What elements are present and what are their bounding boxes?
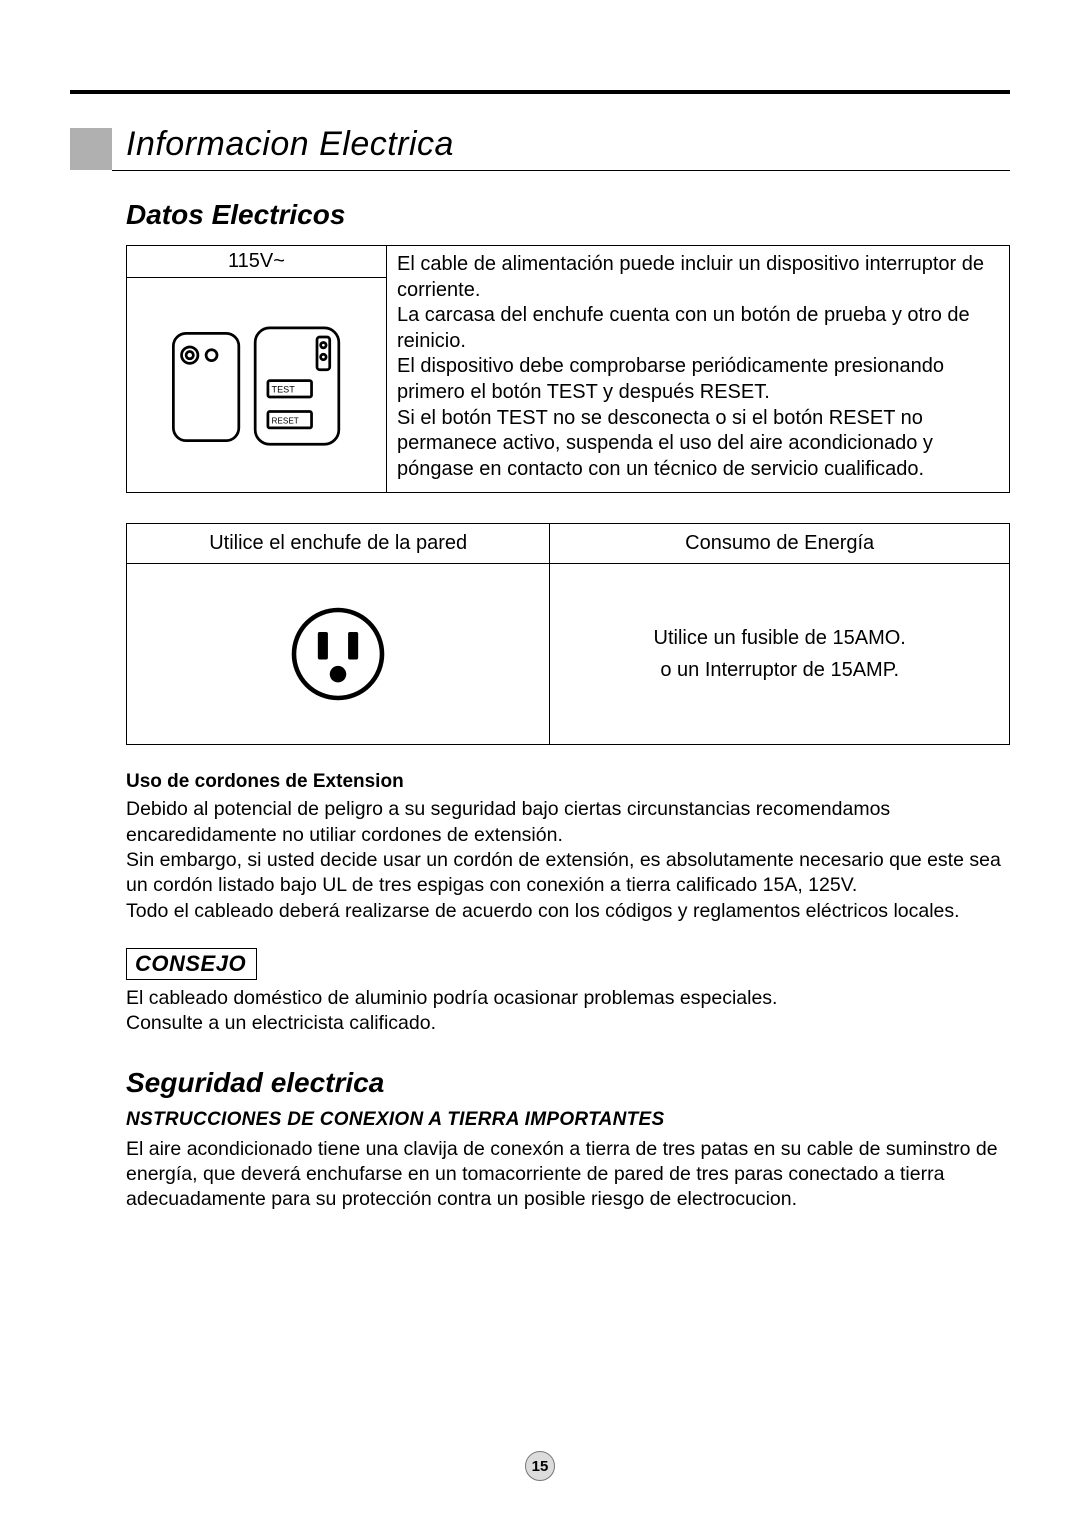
extension-cords-body: Debido al potencial de peligro a su segu…	[126, 797, 1010, 924]
spec-header-right: Consumo de Energía	[550, 524, 1009, 564]
spec-header-left: Utilice el enchufe de la pared	[127, 524, 550, 564]
spec-table: Utilice el enchufe de la pared Consumo d…	[126, 523, 1010, 745]
electrical-info-box: 115V~	[126, 245, 1010, 493]
section-title: Informacion Electrica	[126, 125, 454, 164]
svg-text:TEST: TEST	[271, 384, 295, 394]
plug-diagram-cell: TEST RESET	[127, 278, 386, 492]
fuse-line-1: Utilice un fusible de 15AMO.	[654, 622, 906, 654]
electrical-info-paragraph: El cable de alimentación puede incluir u…	[387, 246, 1009, 492]
grounding-body: El aire acondicionado tiene una clavija …	[126, 1137, 1010, 1213]
page-number: 15	[532, 1458, 549, 1475]
grounding-subheading: NSTRUCCIONES DE CONEXION A TIERRA IMPORT…	[126, 1109, 1010, 1131]
extension-cords-heading: Uso de cordones de Extension	[126, 771, 1010, 793]
consejo-body: El cableado doméstico de aluminio podría…	[126, 986, 1010, 1037]
voltage-label: 115V~	[127, 246, 386, 278]
section-underline	[112, 170, 1010, 171]
svg-text:RESET: RESET	[271, 416, 298, 425]
plug-test-reset-icon: TEST RESET	[157, 317, 357, 453]
spec-body-right: Utilice un fusible de 15AMO. o un Interr…	[550, 564, 1009, 744]
top-horizontal-rule	[70, 90, 1010, 94]
page-number-badge: 15	[525, 1451, 555, 1481]
section-marker-square	[70, 128, 112, 170]
outlet-diagram-cell	[127, 564, 550, 744]
seguridad-heading: Seguridad electrica	[126, 1067, 1010, 1099]
wall-outlet-icon	[283, 599, 393, 709]
datos-electricos-heading: Datos Electricos	[126, 199, 1010, 231]
section-header: Informacion Electrica	[70, 122, 1010, 164]
consejo-badge: CONSEJO	[126, 948, 257, 980]
fuse-line-2: o un Interruptor de 15AMP.	[660, 654, 899, 686]
